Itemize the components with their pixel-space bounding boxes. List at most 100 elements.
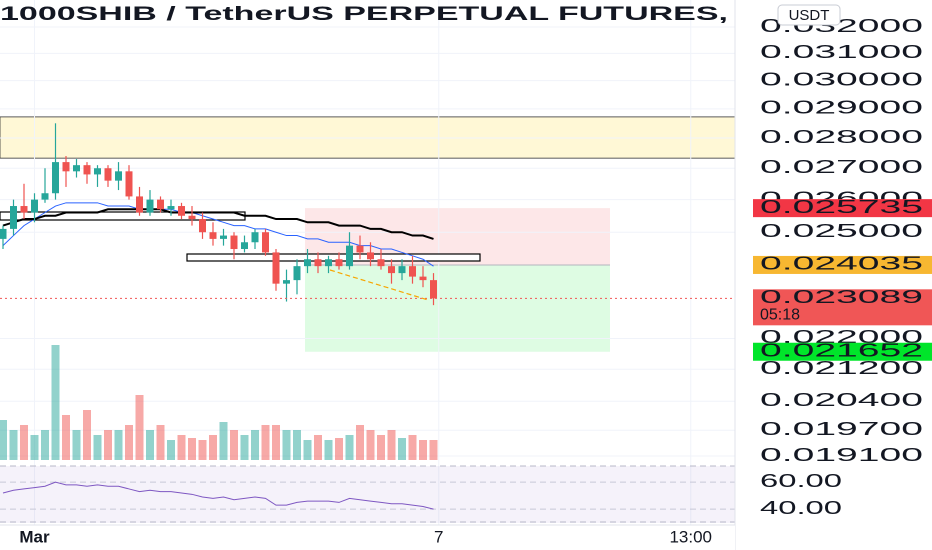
volume-bar [398,438,406,460]
volume-bar [114,430,123,460]
candle-body [293,266,301,281]
y-tick-label: 0.028000 [760,127,923,147]
candle-body [283,280,290,284]
countdown: 05:18 [760,307,800,324]
y-tick-label: 0.019700 [760,419,923,439]
candle-body [430,280,437,299]
volume-bar [366,430,375,460]
volume-bar [146,430,154,460]
volume-bar [30,435,39,460]
series [0,123,735,523]
candle-body [136,196,143,213]
candle-body [251,232,259,243]
volume-bar [83,410,91,460]
rsi-tick-label: 60.00 [760,471,842,491]
chart-title: 1000SHIB / TetherUS PERPETUAL FUTURES, [0,4,728,25]
candle-body [188,215,196,220]
candle-body [346,245,353,267]
volume-bar [209,435,217,460]
volume-bar [429,440,438,460]
volume-bar [135,395,144,460]
volume-bar [177,435,186,460]
candle-body [220,235,227,239]
volume-bar [219,422,228,460]
candle-body [304,259,311,267]
price-axis [735,0,932,550]
y-tick-label: 0.029000 [760,98,923,118]
candle-body [125,171,133,197]
rsi-line [2,481,434,510]
volume-bar [41,430,49,460]
volume-bar [356,425,364,460]
y-tick-label: 0.020400 [760,390,923,410]
target-area [305,264,610,352]
candle-body [157,199,164,210]
y-tick-label: 0.025000 [760,221,923,241]
volume-bar [387,430,396,460]
candle-body [41,193,49,200]
candle-body [10,206,17,229]
candle-body [241,242,248,250]
candle-body [230,235,238,250]
volume-bar [230,430,238,460]
volume-bar [93,435,102,460]
volume-bar [198,440,207,460]
candle-body [335,259,343,267]
candle-body [73,165,80,172]
plot-area [0,0,736,525]
candle-body [146,199,154,213]
y-tick-label: 0.031000 [760,42,923,62]
y-tick-label: 0.022000 [760,327,923,347]
time-axis [0,525,735,550]
volume-bar [251,430,259,460]
candle-body [20,206,28,213]
candle-body [272,252,280,284]
candle-body [52,162,59,194]
candle-body [419,276,427,281]
price-tag [753,255,932,274]
x-tick-label: 7 [434,527,443,546]
volume-bar [324,440,333,460]
candle-body [31,199,38,213]
volume-bar [419,440,427,460]
volume-bar [377,435,385,460]
candle-body [178,206,185,216]
candle-body [83,165,91,175]
volume-bar [156,425,165,460]
y-tick-label: 0.030000 [760,69,923,89]
y-tick-label: 0.021200 [760,358,923,378]
range-box [186,253,481,262]
price-tag-label: 0.021652 [760,340,923,360]
x-tick-label: Mar [19,527,50,546]
volume-bar [72,430,81,460]
volume-bar [282,430,291,460]
candle-body [167,206,175,210]
volume-bar [51,345,60,460]
candle-body [262,232,269,253]
volume-bar [167,440,175,460]
candle-body [94,168,101,175]
volume-bar [335,438,343,460]
volume-bar [261,425,270,460]
candle-body [409,266,416,277]
candle-body [314,259,322,267]
candle-body [104,168,112,181]
volume-bar [272,425,280,460]
candle-body [377,259,385,267]
volume-bar [303,440,312,460]
candle-body [62,162,70,172]
currency-box[interactable] [777,4,841,26]
volume-bar [62,415,70,460]
candle-body [325,259,332,267]
trend-line [329,269,429,301]
x-tick-label: 13:00 [669,527,712,546]
volume-bar [408,435,417,460]
rsi-tick-label: 40.00 [760,498,842,518]
volume-bar [345,435,354,460]
volume-bar [240,435,249,460]
volume-bar [9,430,18,460]
volume-bar [293,430,301,460]
y-tick-label: 0.027000 [760,157,923,177]
candle-body [209,232,217,239]
